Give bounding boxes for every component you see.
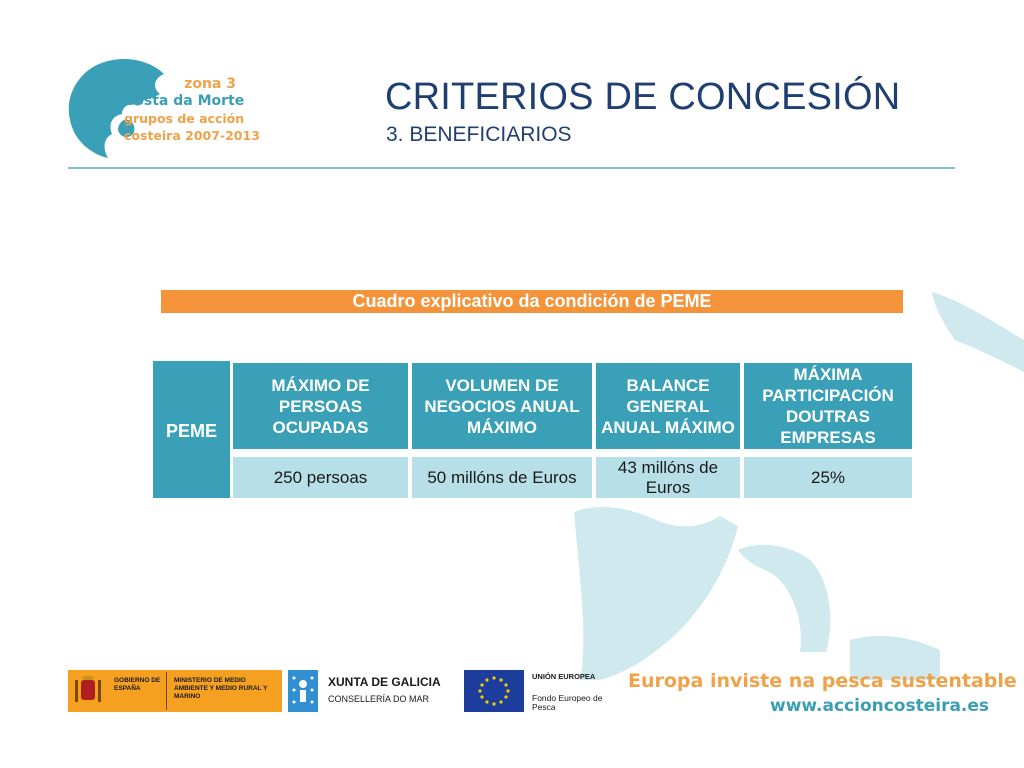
table-caption: Cuadro explicativo da condición de PEME <box>161 290 903 313</box>
eu-fund-label: Fondo Europeo de Pesca <box>532 694 604 712</box>
row-label-peme: PEME <box>153 361 230 498</box>
header-cell-max-persoas: MÁXIMO DE PERSOAS OCUPADAS <box>233 363 408 449</box>
website-link[interactable]: www.accioncosteira.es <box>770 696 989 716</box>
logo-line3: grupos de acción <box>124 110 274 127</box>
value-cell-balance: 43 millóns de Euros <box>596 457 740 498</box>
page-title: CRITERIOS DE CONCESIÓN <box>385 76 900 119</box>
header-divider <box>68 167 955 169</box>
value-cell-participacion: 25% <box>744 457 912 498</box>
ministerio-label: MINISTERIO DE MEDIO AMBIENTE Y MEDIO RUR… <box>174 677 280 701</box>
value-cell-volumen: 50 millóns de Euros <box>412 457 592 498</box>
logo-line4: costeira 2007-2013 <box>124 127 274 144</box>
gobierno-label: GOBIERNO DE ESPAÑA <box>114 677 162 693</box>
xunta-galicia-logo: XUNTA DE GALICIA CONSELLERÍA DO MAR <box>288 670 456 712</box>
value-cell-persoas: 250 persoas <box>233 457 408 498</box>
logo-text: zona 3 Costa da Morte grupos de acción c… <box>124 76 274 144</box>
spain-coat-of-arms-icon <box>73 674 103 708</box>
header-cell-max-participacion: MÁXIMA PARTICIPACIÓN DOUTRAS EMPRESAS <box>744 363 912 449</box>
galicia-emblem-icon <box>288 670 318 712</box>
header-cell-volumen-negocios: VOLUMEN DE NEGOCIOS ANUAL MÁXIMO <box>412 363 592 449</box>
slogan: Europa inviste na pesca sustentable <box>628 670 1017 692</box>
gobierno-separator <box>166 672 167 710</box>
union-europea-logo: UNIÓN EUROPEA Fondo Europeo de Pesca <box>464 670 604 712</box>
logo-zone: zona 3 <box>124 76 274 93</box>
xunta-label: XUNTA DE GALICIA <box>328 675 441 689</box>
eu-title-label: UNIÓN EUROPEA <box>532 672 595 681</box>
eu-flag-icon <box>464 670 524 712</box>
page-subtitle: 3. BENEFICIARIOS <box>386 123 572 147</box>
logo-name: Costa da Morte <box>124 93 274 110</box>
gobierno-espana-logo: GOBIERNO DE ESPAÑA MINISTERIO DE MEDIO A… <box>68 670 282 712</box>
conselleria-label: CONSELLERÍA DO MAR <box>328 694 429 704</box>
header-cell-balance-general: BALANCE GENERAL ANUAL MÁXIMO <box>596 363 740 449</box>
